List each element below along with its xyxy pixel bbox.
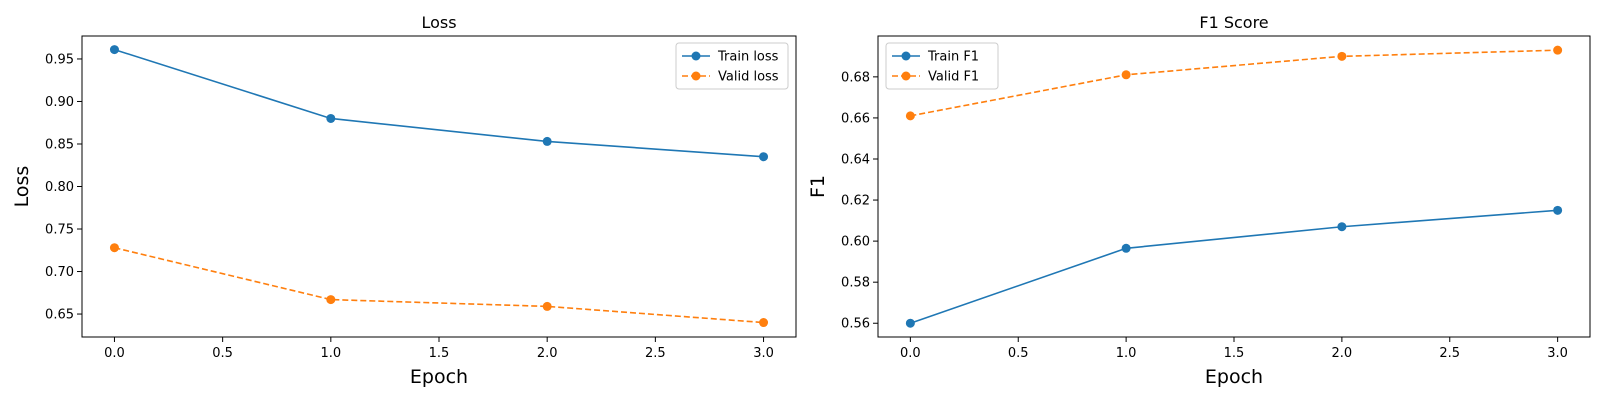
x-tick-label: 2.0 [1332, 346, 1353, 361]
x-axis-label: Epoch [410, 366, 468, 388]
x-tick-label: 1.0 [320, 346, 341, 361]
legend-marker-valid [691, 71, 701, 81]
legend-box [885, 42, 999, 90]
data-point-train [1337, 222, 1347, 232]
series-line-train [910, 209, 1558, 324]
x-tick-label: 2.0 [537, 346, 558, 361]
y-tick-label: 0.85 [45, 137, 74, 152]
y-tick-label: 0.75 [45, 223, 74, 238]
y-tick-label: 0.58 [841, 276, 870, 291]
x-tick-label: 3.0 [753, 346, 774, 361]
x-tick-label: 2.5 [1439, 346, 1460, 361]
y-tick-label: 0.70 [45, 265, 74, 280]
legend: Train F1 Valid F1 [885, 42, 999, 90]
legend-box [675, 42, 789, 90]
y-tick-label: 0.90 [45, 95, 74, 110]
x-axis-label: Epoch [1205, 366, 1263, 388]
data-point-train [326, 113, 336, 123]
data-point-train [109, 45, 119, 55]
y-tick-label: 0.62 [841, 194, 870, 209]
legend-marker-train [901, 51, 911, 61]
series-line-valid [114, 246, 764, 324]
y-tick-label: 0.66 [841, 111, 870, 126]
data-point-valid [109, 243, 119, 253]
chart-panel-loss: 0.0 0.5 1.0 1.5 2.0 2.5 3.0 0.65 0.70 0.75 0.80 0.8… [11, 13, 797, 388]
y-axis-label: F1 [807, 175, 829, 198]
y-tick-label: 0.68 [841, 70, 870, 85]
data-point-valid [326, 295, 336, 305]
y-tick-label: 0.60 [841, 235, 870, 250]
x-tick-label: 2.5 [645, 346, 666, 361]
y-tick-label: 0.80 [45, 180, 74, 195]
data-point-valid [1337, 51, 1347, 61]
data-point-valid [905, 111, 915, 121]
data-point-train [759, 152, 769, 162]
x-tick-label: 1.0 [1116, 346, 1137, 361]
legend-label-valid: Valid F1 [928, 70, 979, 85]
y-tick-label: 0.65 [45, 308, 74, 323]
y-tick-label: 0.64 [841, 152, 870, 167]
y-tick-label: 0.56 [841, 317, 870, 332]
x-tick-label: 0.0 [104, 346, 125, 361]
series-line-train [114, 48, 764, 158]
legend-marker-valid [901, 71, 911, 81]
data-point-valid [759, 318, 769, 328]
data-point-valid [1553, 45, 1563, 55]
chart-panel-f1: 0.0 0.5 1.0 1.5 2.0 2.5 3.0 0.56 0.58 0.60 0.62 0.6… [807, 13, 1591, 388]
legend-marker-train [691, 51, 701, 61]
data-point-valid [542, 301, 552, 311]
x-tick-label: 0.5 [1008, 346, 1029, 361]
x-tick-label: 0.0 [900, 346, 921, 361]
series-line-valid [910, 49, 1558, 117]
x-tick-label: 1.5 [1224, 346, 1245, 361]
y-tick-label: 0.95 [45, 52, 74, 67]
chart-title: Loss [421, 13, 456, 32]
y-axis-label: Loss [11, 166, 33, 208]
data-point-train [1121, 243, 1131, 253]
x-tick-label: 0.5 [212, 346, 233, 361]
data-point-valid [1121, 70, 1131, 80]
legend-label-train: Train F1 [927, 50, 979, 65]
x-tick-label: 3.0 [1547, 346, 1568, 361]
legend-label-train: Train loss [717, 50, 779, 65]
data-point-train [542, 136, 552, 146]
legend-label-valid: Valid loss [718, 70, 779, 85]
x-tick-label: 1.5 [429, 346, 450, 361]
data-point-train [1553, 205, 1563, 215]
legend: Train loss Valid loss [675, 42, 789, 90]
chart-title: F1 Score [1199, 13, 1268, 32]
data-point-train [905, 318, 915, 328]
